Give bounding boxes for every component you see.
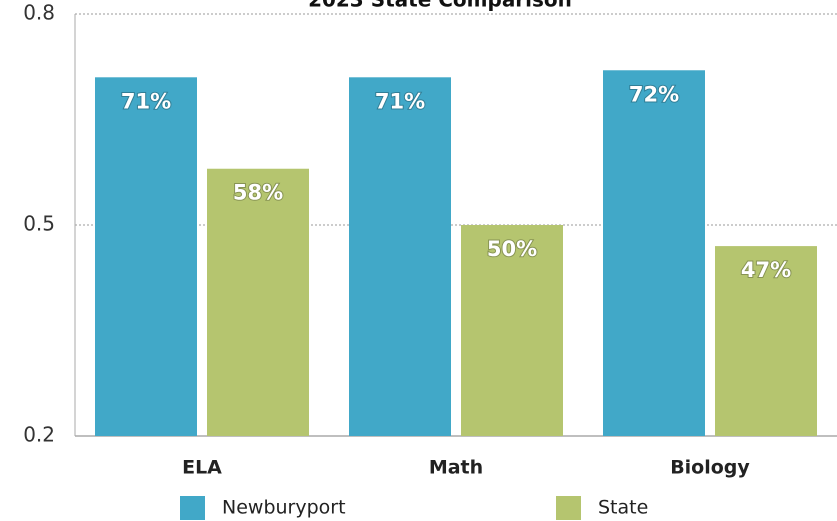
- value-label: 58%: [233, 181, 283, 205]
- bar: [207, 168, 309, 436]
- value-label: 50%: [487, 237, 537, 261]
- legend-swatch: [180, 496, 205, 520]
- x-tick-label: ELA: [182, 457, 222, 479]
- value-label: 71%: [121, 89, 171, 113]
- y-tick-label: 0.5: [23, 212, 55, 236]
- value-label: 47%: [741, 258, 791, 282]
- x-tick-label: Math: [429, 457, 483, 479]
- bar: [715, 246, 817, 436]
- bar: [461, 225, 563, 436]
- bar: [603, 70, 705, 437]
- legend-label: Newburyport: [222, 497, 346, 519]
- legend-label: State: [598, 497, 648, 519]
- value-label: 71%: [375, 89, 425, 113]
- value-label: 72%: [629, 82, 679, 106]
- bar: [95, 77, 197, 437]
- y-tick-label: 0.2: [23, 423, 55, 447]
- legend-swatch: [556, 496, 581, 520]
- y-tick-label: 0.8: [23, 1, 55, 25]
- chart-title: 2023 State Comparison: [308, 0, 572, 12]
- x-tick-label: Biology: [670, 457, 750, 479]
- bar: [349, 77, 451, 437]
